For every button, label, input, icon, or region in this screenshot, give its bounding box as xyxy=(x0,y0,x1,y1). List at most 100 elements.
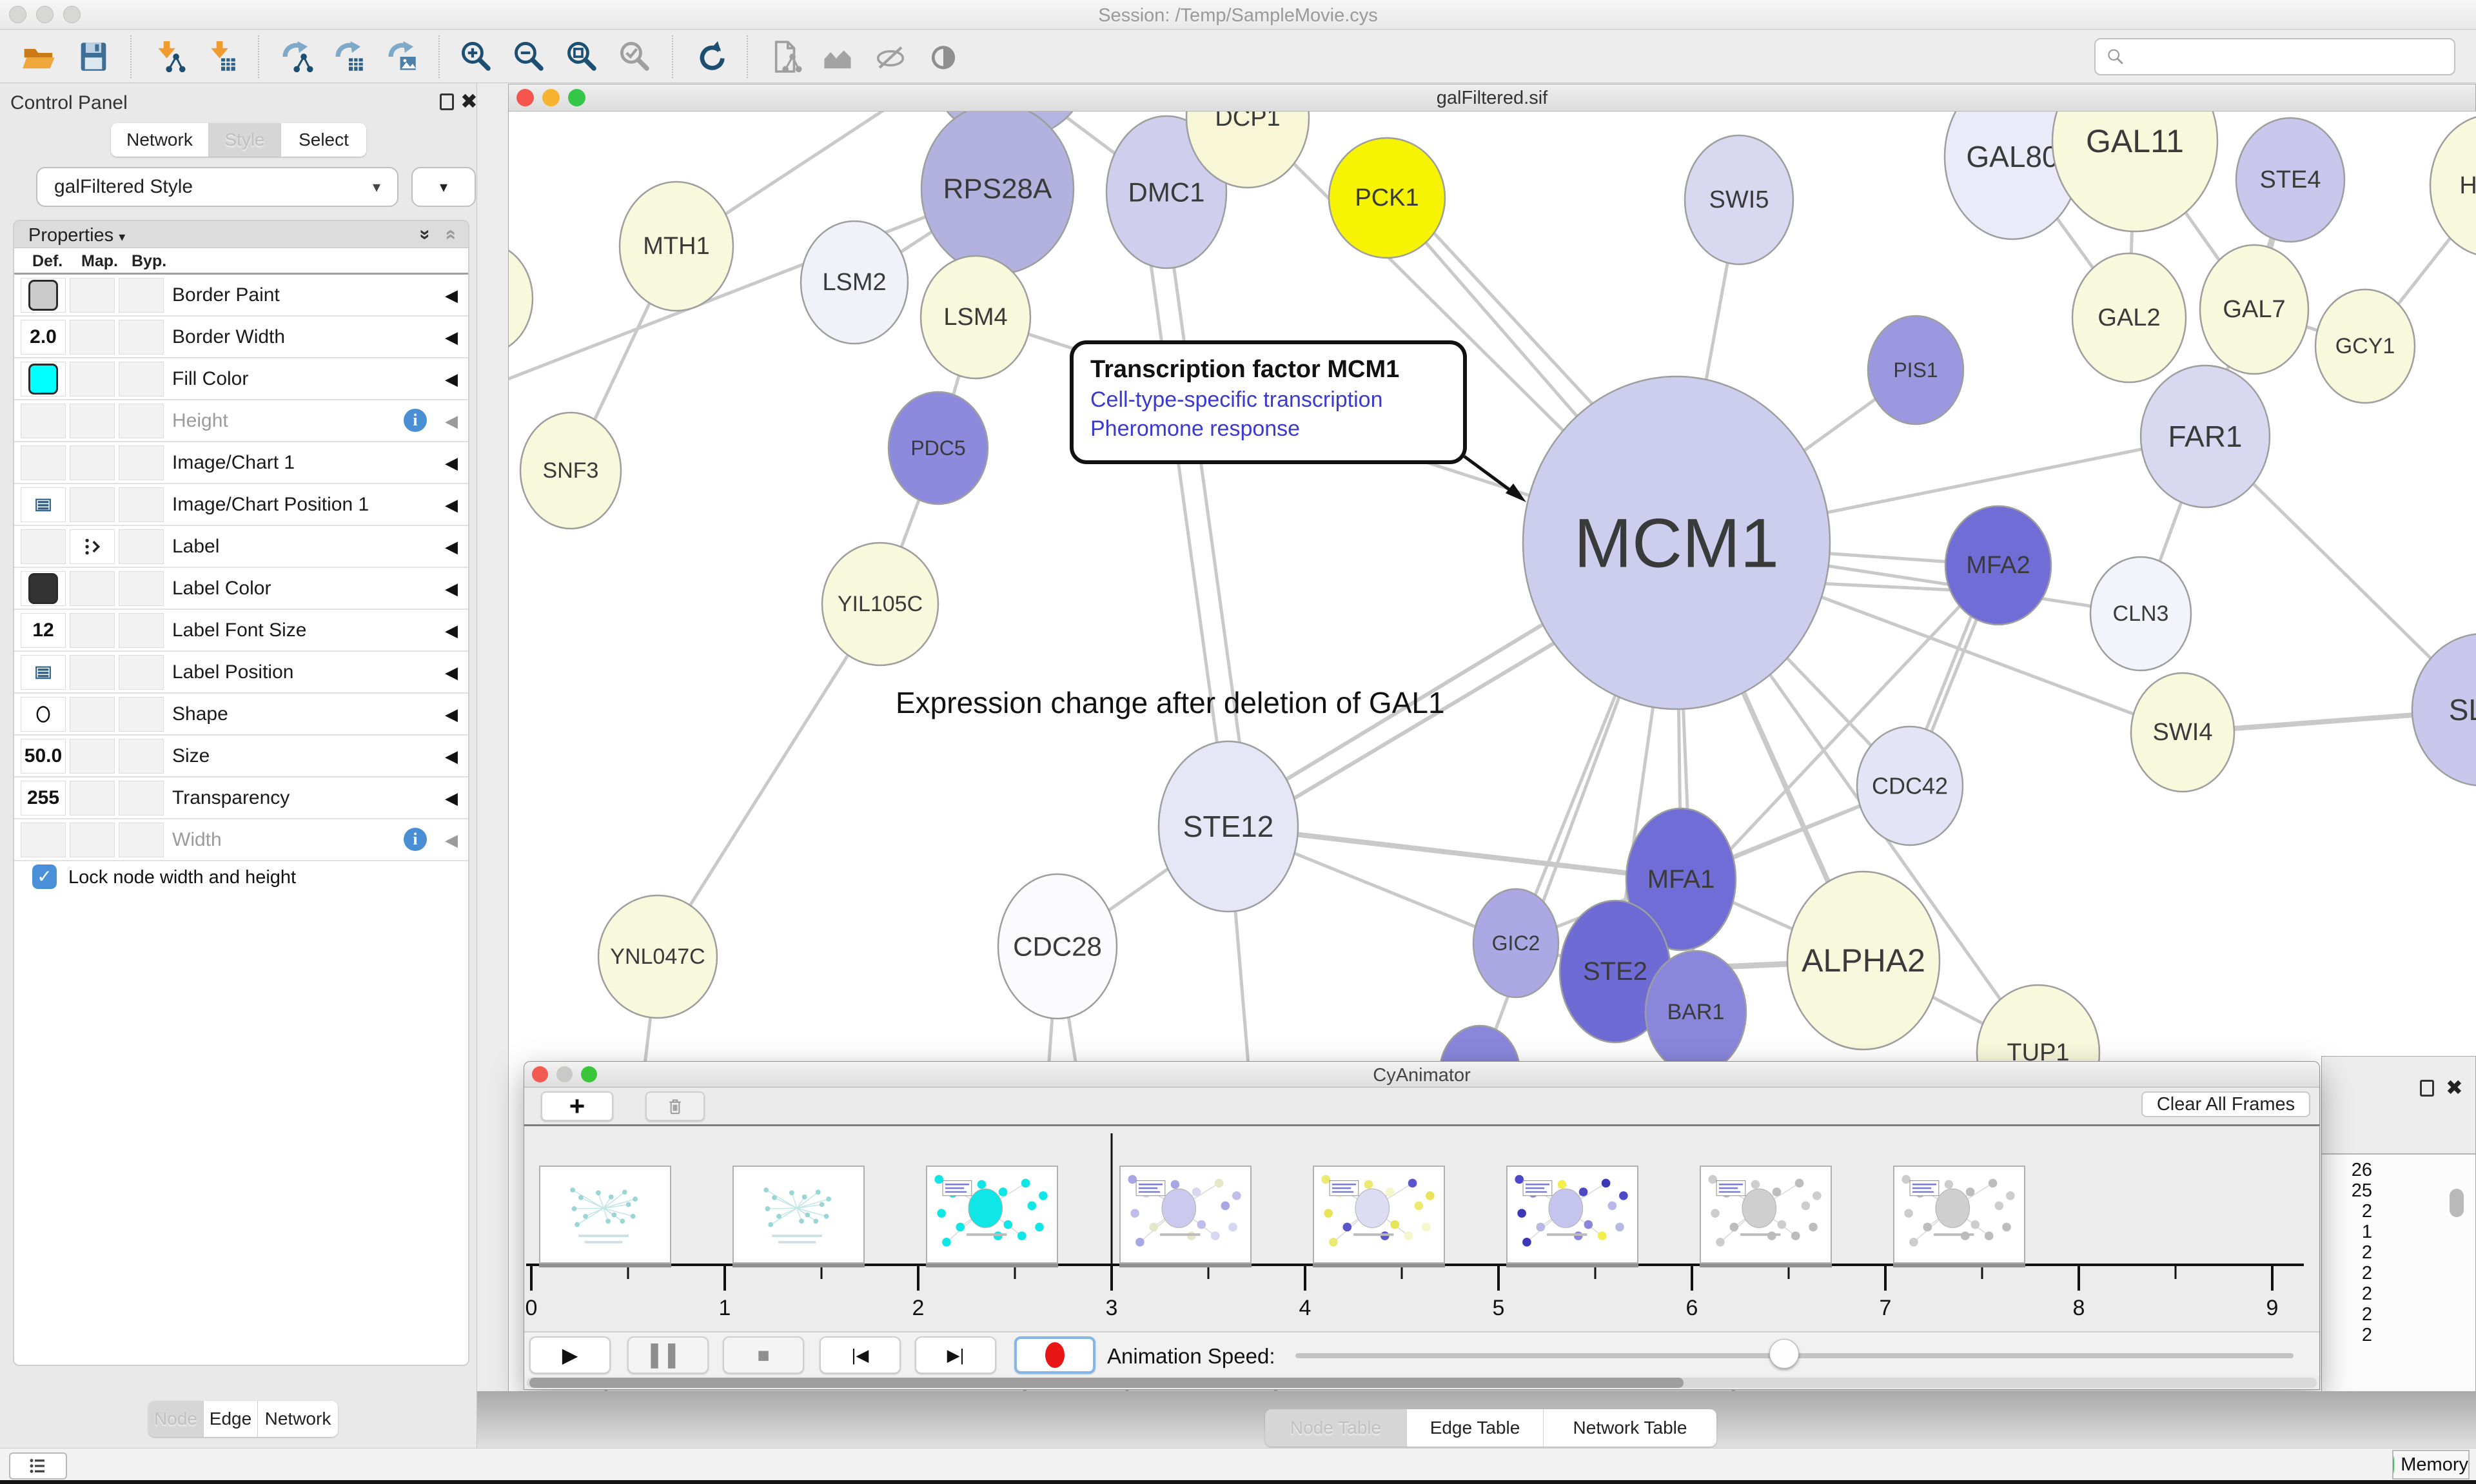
byp-cell[interactable] xyxy=(119,655,164,690)
expand-row-icon[interactable]: ◀ xyxy=(445,788,458,808)
import-network-icon[interactable] xyxy=(148,37,188,77)
map-cell[interactable] xyxy=(70,571,115,606)
tab-network[interactable]: Network xyxy=(111,123,209,157)
zoom-icon[interactable] xyxy=(581,1066,597,1082)
node-SNF3[interactable]: SNF3 xyxy=(519,411,622,530)
map-cell[interactable] xyxy=(70,362,115,396)
def-cell[interactable] xyxy=(21,697,66,732)
def-cell[interactable] xyxy=(21,487,66,522)
style-selector-dropdown[interactable]: galFiltered Style ▾ xyxy=(36,167,398,207)
lock-size-checkbox[interactable]: ✓ xyxy=(32,864,57,889)
window-zoom-icon[interactable] xyxy=(63,6,81,23)
node-FAR1[interactable]: FAR1 xyxy=(2139,364,2271,509)
show-eye-icon[interactable] xyxy=(923,37,963,77)
expand-row-icon[interactable]: ◀ xyxy=(445,453,458,473)
map-cell[interactable] xyxy=(70,697,115,732)
byp-cell[interactable] xyxy=(119,278,164,313)
byp-cell[interactable] xyxy=(119,781,164,815)
hscrollbar-thumb[interactable] xyxy=(529,1378,1684,1388)
def-cell[interactable] xyxy=(21,278,66,313)
byp-cell[interactable] xyxy=(119,571,164,606)
node-GAL2[interactable]: GAL2 xyxy=(2071,252,2187,384)
node-CLN3[interactable]: CLN3 xyxy=(2089,556,2192,672)
style-options-button[interactable]: ▾ xyxy=(411,167,476,207)
map-cell[interactable] xyxy=(70,487,115,522)
skip-to-end-button[interactable]: ▶| xyxy=(915,1336,996,1374)
pause-button[interactable]: ▌▌ xyxy=(627,1336,709,1374)
expand-row-icon[interactable]: ◀ xyxy=(445,411,458,431)
network-caption[interactable]: Expression change after deletion of GAL1 xyxy=(896,686,1445,719)
frame-thumbnail-4[interactable] xyxy=(1313,1166,1445,1264)
node-MTH1[interactable]: MTH1 xyxy=(618,181,734,312)
window-minimize-icon[interactable] xyxy=(36,6,54,23)
minimize-icon[interactable] xyxy=(542,89,560,106)
export-document-icon[interactable] xyxy=(765,37,805,77)
tab-network[interactable]: Network xyxy=(258,1401,338,1437)
zoom-out-icon[interactable] xyxy=(509,37,549,77)
expand-row-icon[interactable]: ◀ xyxy=(445,327,458,347)
node-GAL11[interactable]: GAL11 xyxy=(2051,112,2219,233)
houses-icon[interactable] xyxy=(818,37,858,77)
info-icon[interactable]: i xyxy=(404,828,427,851)
tab-node[interactable]: Node xyxy=(148,1401,204,1437)
save-icon[interactable] xyxy=(74,37,113,77)
export-image-icon[interactable] xyxy=(382,37,422,77)
def-cell[interactable]: 255 xyxy=(21,781,66,815)
expand-row-icon[interactable]: ◀ xyxy=(445,621,458,640)
expand-row-icon[interactable]: ◀ xyxy=(445,705,458,724)
export-table-icon[interactable] xyxy=(329,37,369,77)
frame-thumbnail-2[interactable] xyxy=(926,1166,1058,1264)
delete-frame-button[interactable] xyxy=(645,1091,705,1121)
node-MCM1[interactable]: MCM1 xyxy=(1522,375,1831,710)
node-CDC42[interactable]: CDC42 xyxy=(1856,725,1964,846)
annotation-link-1[interactable]: Cell-type-specific transcription xyxy=(1090,387,1383,412)
tab-select[interactable]: Select xyxy=(281,123,366,157)
search-input[interactable] xyxy=(2133,46,2445,68)
byp-cell[interactable] xyxy=(119,697,164,732)
map-cell[interactable] xyxy=(70,739,115,774)
zoom-in-icon[interactable] xyxy=(457,37,496,77)
info-icon[interactable]: i xyxy=(404,409,427,432)
node-PIS1[interactable]: PIS1 xyxy=(1867,315,1965,425)
node-PCK1[interactable]: PCK1 xyxy=(1328,137,1446,259)
def-cell[interactable] xyxy=(21,655,66,690)
node-GAL7[interactable]: GAL7 xyxy=(2199,244,2310,375)
def-cell[interactable]: 12 xyxy=(21,613,66,648)
byp-cell[interactable] xyxy=(119,320,164,355)
def-cell[interactable] xyxy=(21,529,66,564)
frame-thumbnail-7[interactable] xyxy=(1893,1166,2025,1264)
window-close-icon[interactable] xyxy=(9,6,26,23)
close-panel-icon[interactable]: ✖ xyxy=(460,90,478,113)
tab-edge-table[interactable]: Edge Table xyxy=(1407,1409,1544,1447)
minimize-icon[interactable] xyxy=(556,1066,573,1082)
map-cell[interactable] xyxy=(70,278,115,313)
close-icon[interactable] xyxy=(516,89,534,106)
properties-header[interactable]: Properties ▾ » » xyxy=(14,221,468,248)
node-MFA1[interactable]: MFA1 xyxy=(1625,807,1737,952)
def-cell[interactable]: 50.0 xyxy=(21,739,66,774)
task-history-button[interactable] xyxy=(9,1452,67,1479)
zoom-selected-icon[interactable] xyxy=(615,37,655,77)
tab-edge[interactable]: Edge xyxy=(204,1401,258,1437)
search-box[interactable] xyxy=(2094,38,2455,75)
speed-slider-thumb[interactable] xyxy=(1769,1339,1799,1369)
close-panel-icon[interactable]: ✖ xyxy=(2446,1076,2463,1099)
node-BAR1[interactable]: BAR1 xyxy=(1644,950,1747,1075)
expand-row-icon[interactable]: ◀ xyxy=(445,286,458,305)
node-GIC2[interactable]: GIC2 xyxy=(1472,888,1560,999)
byp-cell[interactable] xyxy=(119,404,164,438)
byp-cell[interactable] xyxy=(119,613,164,648)
byp-cell[interactable] xyxy=(119,445,164,480)
collapse-all-icon[interactable]: » xyxy=(438,229,460,240)
byp-cell[interactable] xyxy=(119,739,164,774)
float-panel-icon[interactable] xyxy=(440,93,454,110)
zoom-fit-icon[interactable] xyxy=(562,37,602,77)
node-MFA2[interactable]: MFA2 xyxy=(1944,505,2052,626)
def-cell[interactable]: 2.0 xyxy=(21,320,66,355)
frame-thumbnail-5[interactable] xyxy=(1506,1166,1638,1264)
node-YIL105C[interactable]: YIL105C xyxy=(821,542,939,667)
annotation-link-2[interactable]: Pheromone response xyxy=(1090,416,1301,441)
map-cell[interactable] xyxy=(70,655,115,690)
frame-thumbnail-0[interactable] xyxy=(539,1166,671,1264)
